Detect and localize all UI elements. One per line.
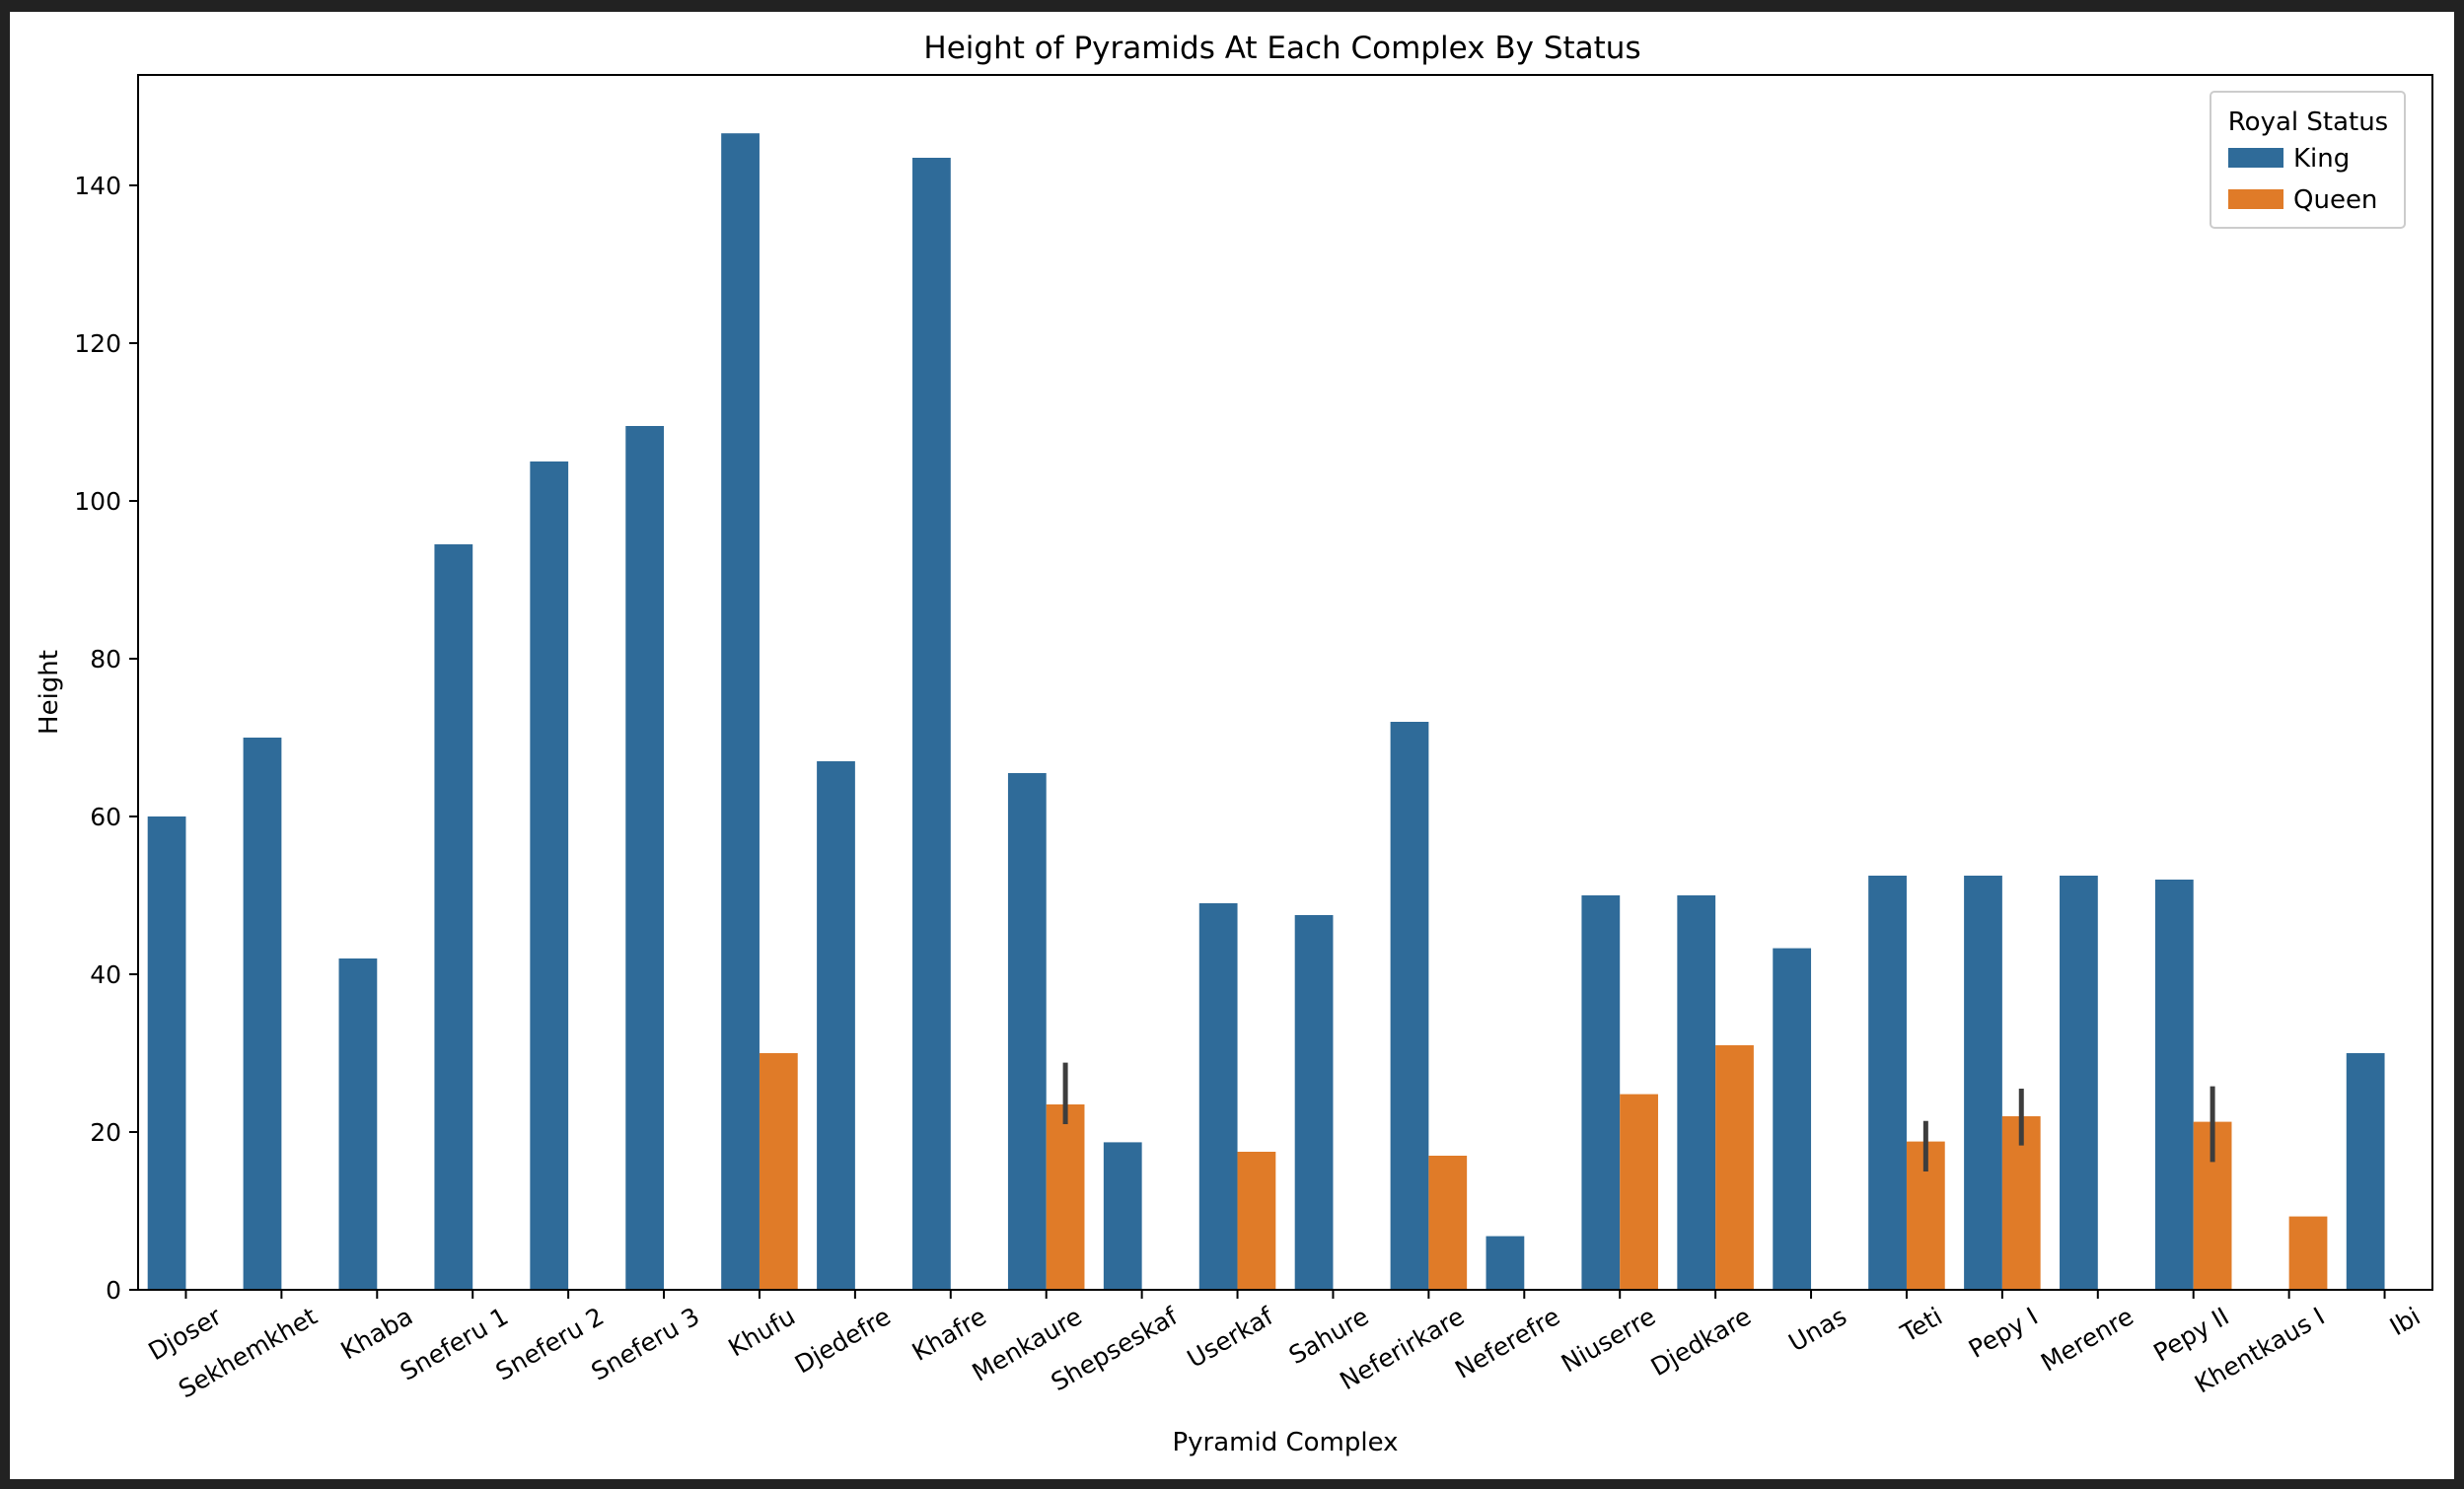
- bar-king-djedefre: [817, 761, 855, 1290]
- y-axis-label: Height: [35, 650, 64, 735]
- bar-king-neferefre: [1486, 1236, 1525, 1290]
- legend-swatch-queen: [2228, 189, 2283, 209]
- y-tick-label: 80: [90, 645, 121, 674]
- x-tick-label-sneferu-3: Sneferu 3: [587, 1302, 705, 1386]
- y-tick-label: 60: [90, 803, 121, 831]
- chart-frame: Height of Pyramids At Each Complex By St…: [10, 12, 2454, 1479]
- bar-king-sekhemkhet: [243, 738, 282, 1290]
- bar-king-teti: [1868, 876, 1907, 1290]
- x-tick-label-teti: Teti: [1895, 1302, 1947, 1348]
- legend-title: Royal Status: [2228, 107, 2388, 137]
- bar-queen-menkaure: [1046, 1104, 1085, 1290]
- bar-queen-niuserre: [1620, 1094, 1658, 1290]
- x-tick-label-pepy-i: Pepy I: [1964, 1302, 2043, 1364]
- plot-area-border: [137, 74, 2433, 1291]
- x-tick-label-sneferu-2: Sneferu 2: [491, 1302, 610, 1386]
- bar-king-unas: [1773, 948, 1812, 1290]
- bar-queen-djedkare: [1715, 1045, 1754, 1290]
- bar-queen-userkaf: [1237, 1152, 1276, 1290]
- bar-king-sneferu-2: [530, 461, 569, 1290]
- y-tick-label: 120: [74, 329, 121, 358]
- bar-queen-neferirkare: [1428, 1156, 1468, 1290]
- x-tick-label-merenre: Merenre: [2036, 1302, 2138, 1378]
- error-bars-layer: [1062, 1062, 2215, 1171]
- x-axis-label: Pyramid Complex: [1172, 1428, 1398, 1457]
- x-tick-label-ibi: Ibi: [2385, 1302, 2426, 1341]
- y-tick-label: 0: [106, 1276, 121, 1305]
- bar-king-sahure: [1294, 915, 1334, 1290]
- bar-king-sneferu-3: [625, 426, 665, 1290]
- bar-king-menkaure: [1007, 773, 1047, 1290]
- bar-king-djedkare: [1677, 895, 1716, 1290]
- bar-queen-khentkaus-i: [2288, 1216, 2328, 1290]
- bar-king-khufu: [721, 133, 760, 1291]
- legend-swatch-king: [2228, 148, 2283, 168]
- bar-king-djoser: [147, 816, 186, 1290]
- bar-king-shepseskaf: [1103, 1142, 1142, 1290]
- bar-king-pepy-i: [1964, 876, 2002, 1290]
- x-tick-label-djedkare: Djedkare: [1646, 1302, 1756, 1382]
- x-tick-label-userkaf: Userkaf: [1183, 1301, 1279, 1373]
- bar-king-khafre: [912, 158, 951, 1290]
- x-tick-label-khufu: Khufu: [723, 1302, 799, 1362]
- x-tick-label-neferefre: Neferefre: [1450, 1302, 1564, 1384]
- bar-king-userkaf: [1198, 903, 1238, 1290]
- y-tick-label: 40: [90, 960, 121, 989]
- bars-layer: [147, 133, 2385, 1291]
- bar-king-sneferu-1: [434, 544, 473, 1290]
- x-tick-label-djedefre: Djedefre: [790, 1302, 896, 1379]
- bar-king-khaba: [338, 958, 378, 1290]
- bar-king-neferirkare: [1390, 722, 1429, 1290]
- bar-chart: Height of Pyramids At Each Complex By St…: [35, 31, 2433, 1457]
- bar-king-ibi: [2346, 1053, 2385, 1290]
- y-tick-label: 100: [74, 487, 121, 516]
- x-tick-label-sneferu-1: Sneferu 1: [396, 1302, 514, 1386]
- bar-king-niuserre: [1581, 895, 1621, 1290]
- y-tick-label: 140: [74, 172, 121, 200]
- chart-title: Height of Pyramids At Each Complex By St…: [923, 31, 1640, 66]
- legend: Royal Status King Queen: [2210, 91, 2406, 229]
- bar-king-pepy-ii: [2154, 880, 2194, 1290]
- x-tick-label-niuserre: Niuserre: [1557, 1302, 1660, 1379]
- x-tick-label-unas: Unas: [1783, 1302, 1851, 1357]
- legend-label-king: King: [2293, 144, 2350, 174]
- legend-label-queen: Queen: [2293, 185, 2377, 215]
- y-tick-label: 20: [90, 1118, 121, 1147]
- bar-queen-khufu: [759, 1053, 798, 1290]
- bar-king-merenre: [2060, 876, 2098, 1290]
